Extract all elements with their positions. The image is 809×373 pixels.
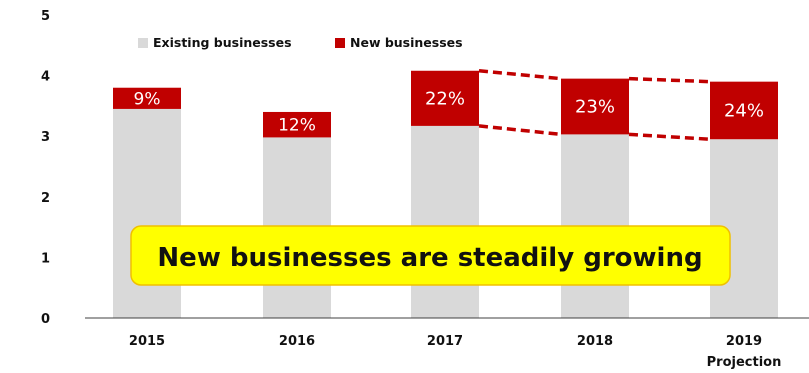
y-tick-label: 0 (41, 312, 50, 327)
connector-top-2017 (478, 69, 562, 81)
bar-new-2019 (710, 81, 778, 140)
bar-new-2017 (411, 70, 479, 126)
data-label-2015: 9% (134, 89, 161, 109)
x-axis: 2015 2016 2017 2018 2019 Projection (85, 317, 809, 370)
y-tick-label: 2 (41, 191, 50, 206)
x-tick-label-2019: 2019 (726, 334, 762, 349)
y-tick-label: 5 (41, 9, 50, 24)
x-tick-sublabel-2019: Projection (707, 355, 782, 370)
data-label-2019: 24% (724, 100, 764, 121)
callout-box: New businesses are steadily growing (130, 225, 731, 286)
connector-bottom-2018 (628, 132, 711, 141)
callout-background (130, 225, 731, 286)
y-axis: 0 1 2 3 4 5 (41, 9, 50, 327)
bar-new-2016 (263, 111, 331, 138)
bar-existing-2017 (411, 125, 479, 318)
legend-swatch-new (335, 38, 345, 48)
data-label-2018: 23% (575, 97, 615, 118)
bar-new-2015 (113, 87, 181, 109)
legend: Existing businesses New businesses (138, 35, 463, 50)
y-tick-label: 3 (41, 130, 50, 145)
callout-text: New businesses are steadily growing (157, 243, 702, 273)
x-tick-label-2017: 2017 (427, 334, 463, 349)
bar-existing-2015 (113, 108, 181, 319)
x-tick-label-2018: 2018 (577, 334, 613, 349)
data-labels-group: 9% 12% 22% 23% 24% (134, 88, 765, 135)
data-label-2017: 22% (425, 88, 465, 109)
y-tick-label: 4 (41, 70, 50, 85)
bar-new-2018 (561, 78, 629, 135)
legend-label-new: New businesses (350, 35, 463, 50)
connector-top-2018 (628, 76, 711, 84)
data-label-2016: 12% (278, 116, 316, 136)
x-tick-label-2016: 2016 (279, 334, 315, 349)
x-tick-label-2015: 2015 (129, 334, 165, 349)
legend-swatch-existing (138, 38, 148, 48)
legend-label-existing: Existing businesses (153, 35, 292, 50)
connector-bottom-2017 (478, 124, 562, 137)
y-tick-label: 1 (41, 251, 50, 266)
